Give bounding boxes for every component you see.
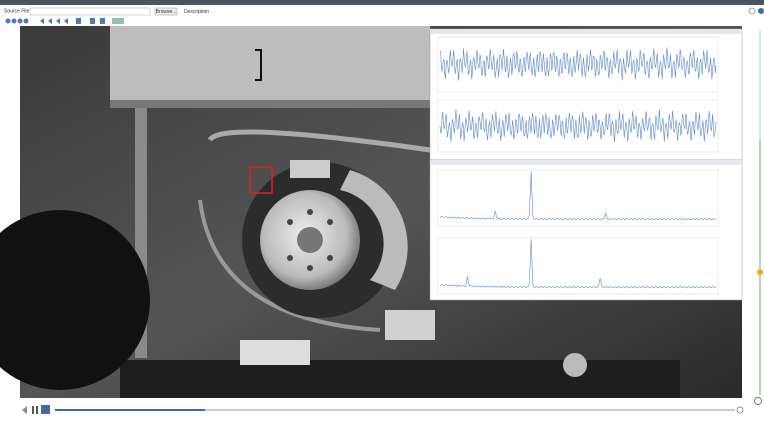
zoom-slider[interactable] [748,7,764,405]
tool-icons[interactable] [5,18,125,24]
title-strip [0,0,764,5]
waveform-1 [440,47,717,81]
browse-label: Browse... [156,9,177,15]
source-input[interactable] [29,7,151,16]
roi-box[interactable] [249,166,273,194]
browse-button[interactable] [154,7,178,16]
spectrum-1 [439,171,717,221]
source-label: Source File [4,8,30,14]
spectrum-2 [439,239,717,289]
waveform-2 [439,109,717,142]
spectrum-window[interactable] [429,159,743,301]
waveform-window[interactable] [429,28,743,161]
toolbar: Source File Browse... Description [4,7,209,24]
playback-bar[interactable] [22,405,744,414]
description-label: Description [184,9,209,15]
